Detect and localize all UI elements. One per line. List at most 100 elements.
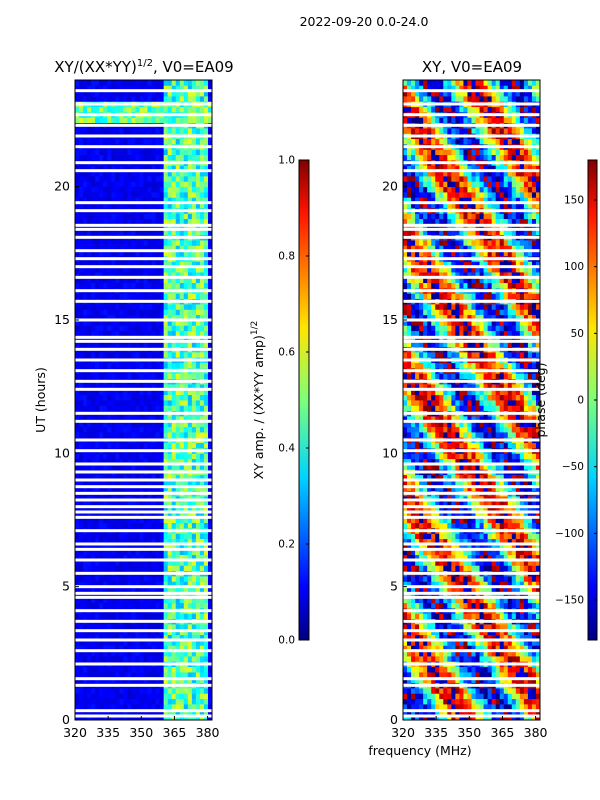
heatmap-cell	[527, 650, 533, 657]
heatmap-cell	[135, 362, 140, 369]
heatmap-cell	[87, 240, 92, 246]
heatmap-cell	[115, 266, 120, 273]
heatmap-cell	[83, 362, 88, 369]
heatmap-cell	[491, 602, 497, 609]
heatmap-cell	[199, 640, 205, 646]
heatmap-cell	[99, 624, 104, 630]
heatmap-cell	[127, 432, 132, 438]
heatmap-cell	[91, 544, 96, 550]
heatmap-cell	[167, 96, 173, 102]
heatmap-cell	[119, 373, 124, 380]
heatmap-cell	[119, 485, 124, 492]
heatmap-cell	[131, 672, 136, 678]
y-tick-label: 5	[62, 579, 70, 594]
heatmap-cell	[155, 416, 161, 422]
heatmap-cell	[179, 480, 185, 486]
heatmap-cell	[423, 677, 428, 684]
heatmap-cell	[447, 592, 452, 598]
heatmap-cell	[103, 629, 108, 636]
heatmap-cell	[163, 421, 169, 428]
heatmap-cell	[79, 80, 84, 86]
heatmap-cell	[531, 709, 537, 716]
heatmap-cell	[183, 272, 189, 278]
heatmap-cell	[103, 90, 108, 97]
heatmap-cell	[99, 277, 104, 284]
heatmap-cell	[83, 576, 88, 582]
heatmap-cell	[107, 341, 112, 348]
heatmap-cell	[119, 224, 124, 230]
heatmap-cell	[135, 421, 140, 428]
heatmap-cell	[91, 592, 96, 598]
heatmap-cell	[99, 576, 104, 582]
heatmap-cell	[195, 565, 201, 572]
heatmap-cell	[475, 656, 480, 662]
heatmap-cell	[115, 560, 120, 566]
heatmap-cell	[451, 629, 456, 636]
heatmap-cell	[199, 80, 205, 86]
heatmap-cell	[503, 693, 509, 700]
heatmap-cell	[463, 677, 468, 684]
heatmap-cell	[119, 213, 124, 220]
heatmap-cell	[179, 522, 185, 529]
heatmap-cell	[95, 304, 100, 310]
heatmap-cell	[403, 698, 408, 705]
heatmap-cell	[103, 613, 108, 620]
data-gap	[75, 201, 212, 205]
heatmap-cell	[519, 640, 525, 646]
heatmap-cell	[191, 314, 197, 321]
heatmap-cell	[99, 352, 104, 358]
heatmap-cell	[171, 613, 177, 620]
heatmap-cell	[419, 677, 424, 684]
heatmap-cell	[523, 645, 529, 652]
heatmap-cell	[107, 442, 112, 449]
heatmap-cell	[131, 453, 136, 460]
heatmap-cell	[167, 666, 173, 673]
heatmap-cell	[171, 474, 177, 481]
heatmap-cell	[139, 362, 144, 369]
heatmap-cell	[207, 192, 212, 198]
heatmap-cell	[475, 650, 480, 657]
heatmap-cell	[155, 250, 161, 257]
heatmap-cell	[407, 640, 412, 646]
heatmap-cell	[515, 602, 521, 609]
heatmap-cell	[207, 629, 212, 636]
heatmap-cell	[87, 613, 92, 620]
heatmap-cell	[207, 362, 212, 369]
heatmap-cell	[167, 426, 173, 433]
heatmap-cell	[195, 474, 201, 481]
heatmap-cell	[127, 474, 132, 481]
heatmap-cell	[207, 709, 212, 716]
heatmap-cell	[115, 80, 120, 86]
heatmap-cell	[115, 624, 120, 630]
heatmap-cell	[95, 218, 100, 225]
heatmap-cell	[175, 576, 181, 582]
heatmap-cell	[119, 240, 124, 246]
heatmap-cell	[471, 656, 476, 662]
heatmap-cell	[163, 181, 169, 188]
heatmap-cell	[171, 624, 177, 630]
heatmap-cell	[123, 80, 128, 86]
heatmap-cell	[507, 645, 513, 652]
heatmap-cell	[139, 693, 144, 700]
heatmap-cell	[427, 704, 432, 710]
heatmap-cell	[139, 224, 144, 230]
heatmap-cell	[195, 576, 201, 582]
heatmap-cell	[163, 277, 169, 284]
heatmap-cell	[431, 592, 436, 598]
heatmap-cell	[143, 458, 148, 465]
colorbar1	[298, 159, 310, 641]
heatmap-cell	[535, 672, 540, 678]
heatmap-cell	[431, 666, 436, 673]
heatmap-cell	[175, 170, 181, 177]
heatmap-cell	[135, 480, 140, 486]
heatmap-cell	[199, 224, 205, 230]
heatmap-cell	[463, 698, 468, 705]
heatmap-cell	[187, 533, 193, 540]
heatmap-cell	[175, 416, 181, 422]
heatmap-cell	[535, 709, 540, 716]
heatmap-cell	[183, 560, 189, 566]
heatmap-cell	[155, 266, 161, 273]
heatmap-cell	[91, 176, 96, 182]
data-gap	[75, 591, 212, 595]
heatmap-cell	[147, 261, 152, 268]
